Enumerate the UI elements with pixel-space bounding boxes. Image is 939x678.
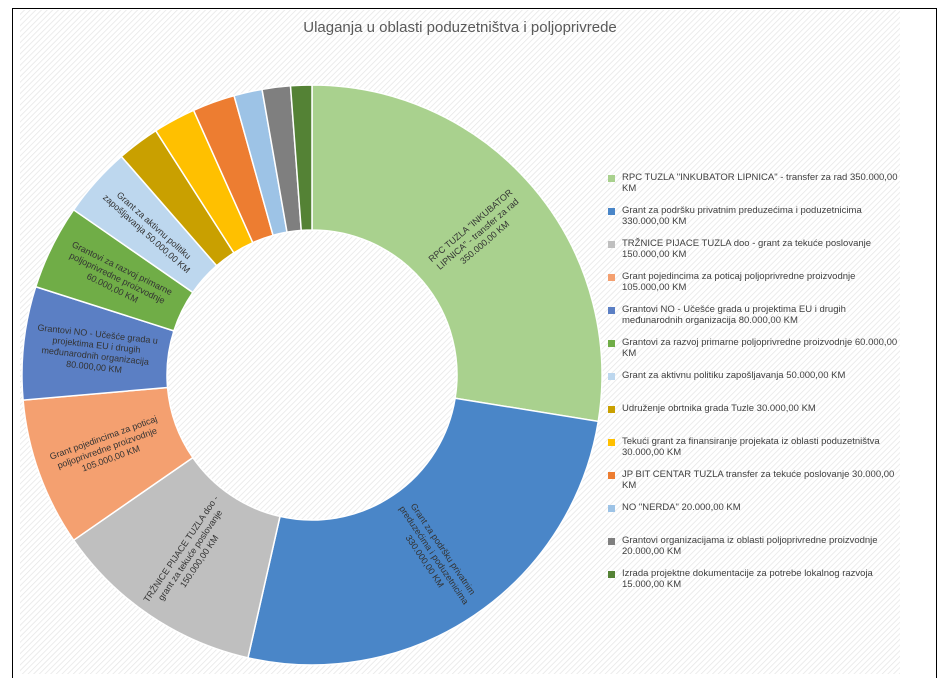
legend-item: Grantovi za razvoj primarne poljoprivred… bbox=[608, 337, 898, 370]
legend-text: Grant za aktivnu politiku zapošljavanja … bbox=[622, 370, 845, 381]
legend-text: Udruženje obrtnika grada Tuzle 30.000,00… bbox=[622, 403, 816, 414]
legend-value: 350.000,00 KM bbox=[622, 172, 898, 194]
legend-value: 150.000,00 KM bbox=[622, 249, 687, 260]
legend-swatch bbox=[608, 505, 615, 512]
legend-item: Grant pojedincima za poticaj poljoprivre… bbox=[608, 271, 898, 304]
legend-swatch bbox=[608, 307, 615, 314]
legend-text: Grantovi organizacijama iz oblasti poljo… bbox=[622, 535, 898, 557]
legend-swatch bbox=[608, 274, 615, 281]
legend-swatch bbox=[608, 571, 615, 578]
legend-text: Grant za podršku privatnim preduzećima i… bbox=[622, 205, 898, 227]
legend-text: NO "NERDA" 20.000,00 KM bbox=[622, 502, 741, 513]
legend-name: Grant za podršku privatnim preduzećima i… bbox=[622, 205, 862, 216]
legend-text: Grantovi za razvoj primarne poljoprivred… bbox=[622, 337, 898, 359]
legend-value: 30.000,00 KM bbox=[756, 403, 816, 414]
legend-swatch bbox=[608, 241, 615, 248]
legend-item: JP BIT CENTAR TUZLA transfer za tekuće p… bbox=[608, 469, 898, 502]
legend-text: Tekući grant za finansiranje projekata i… bbox=[622, 436, 898, 458]
legend-item: Grantovi NO - Učešće grada u projektima … bbox=[608, 304, 898, 337]
legend-value: 30.000,00 KM bbox=[622, 469, 895, 491]
slice-label-name: Grantovi NO - Učešće grada u projektima … bbox=[37, 322, 159, 367]
legend-name: JP BIT CENTAR TUZLA transfer za tekuće p… bbox=[622, 469, 850, 480]
legend-swatch bbox=[608, 175, 615, 182]
donut-slice bbox=[72, 456, 281, 659]
legend-swatch bbox=[608, 439, 615, 446]
legend-text: RPC TUZLA "INKUBATOR LIPNICA" - transfer… bbox=[622, 172, 898, 194]
legend-name: Tekući grant za finansiranje projekata i… bbox=[622, 436, 880, 447]
legend-value: 330.000,00 KM bbox=[622, 216, 687, 227]
legend-swatch bbox=[608, 406, 615, 413]
legend-value: 50.000,00 KM bbox=[786, 370, 846, 381]
legend-value: 20.000,00 KM bbox=[622, 546, 682, 557]
legend-name: Grant za aktivnu politiku zapošljavanja bbox=[622, 370, 784, 381]
legend-name: Udruženje obrtnika grada Tuzle bbox=[622, 403, 755, 414]
legend-swatch bbox=[608, 208, 615, 215]
legend-name: Grant pojedincima za poticaj poljoprivre… bbox=[622, 271, 856, 282]
slice-label-text: Grantovi NO - Učešće grada u projektima … bbox=[24, 321, 168, 380]
legend-swatch bbox=[608, 373, 615, 380]
legend-name: Grantovi NO - Učešće grada u projektima … bbox=[622, 304, 846, 326]
legend-text: TRŽNICE PIJACE TUZLA doo - grant za teku… bbox=[622, 238, 898, 260]
legend-text: Izrada projektne dokumentacije za potreb… bbox=[622, 568, 898, 590]
legend-name: RPC TUZLA "INKUBATOR LIPNICA" - transfer… bbox=[622, 172, 848, 183]
legend-item: Tekući grant za finansiranje projekata i… bbox=[608, 436, 898, 469]
legend-item: TRŽNICE PIJACE TUZLA doo - grant za teku… bbox=[608, 238, 898, 271]
legend-value: 15.000,00 KM bbox=[622, 579, 682, 590]
chart-title: Ulaganja u oblasti poduzetništva i poljo… bbox=[303, 19, 617, 36]
legend-name: TRŽNICE PIJACE TUZLA doo - grant za teku… bbox=[622, 238, 872, 249]
legend: RPC TUZLA "INKUBATOR LIPNICA" - transfer… bbox=[608, 172, 898, 601]
legend-item: Grant za aktivnu politiku zapošljavanja … bbox=[608, 370, 898, 403]
legend-text: Grantovi NO - Učešće grada u projektima … bbox=[622, 304, 898, 326]
legend-value: 60.000,00 KM bbox=[622, 337, 898, 359]
legend-name: Grantovi organizacijama iz oblasti poljo… bbox=[622, 535, 878, 546]
legend-name: Izrada projektne dokumentacije za potreb… bbox=[622, 568, 873, 579]
legend-value: 80.000,00 KM bbox=[738, 315, 798, 326]
legend-item: Izrada projektne dokumentacije za potreb… bbox=[608, 568, 898, 601]
legend-name: NO "NERDA" bbox=[622, 502, 679, 513]
legend-item: RPC TUZLA "INKUBATOR LIPNICA" - transfer… bbox=[608, 172, 898, 205]
donut-slice bbox=[247, 397, 600, 666]
legend-text: Grant pojedincima za poticaj poljoprivre… bbox=[622, 271, 898, 293]
legend-swatch bbox=[608, 538, 615, 545]
legend-value: 20.000,00 KM bbox=[681, 502, 741, 513]
donut-slice bbox=[289, 84, 313, 232]
legend-item: Grant za podršku privatnim preduzećima i… bbox=[608, 205, 898, 238]
legend-text: JP BIT CENTAR TUZLA transfer za tekuće p… bbox=[622, 469, 898, 491]
legend-swatch bbox=[608, 472, 615, 479]
legend-value: 105.000,00 KM bbox=[622, 282, 687, 293]
legend-item: NO "NERDA" 20.000,00 KM bbox=[608, 502, 898, 535]
legend-swatch bbox=[608, 340, 615, 347]
legend-value: 30.000,00 KM bbox=[622, 447, 682, 458]
frame bbox=[12, 8, 937, 678]
donut-slice bbox=[311, 84, 603, 423]
legend-item: Udruženje obrtnika grada Tuzle 30.000,00… bbox=[608, 403, 898, 436]
legend-item: Grantovi organizacijama iz oblasti poljo… bbox=[608, 535, 898, 568]
legend-name: Grantovi za razvoj primarne poljoprivred… bbox=[622, 337, 853, 348]
